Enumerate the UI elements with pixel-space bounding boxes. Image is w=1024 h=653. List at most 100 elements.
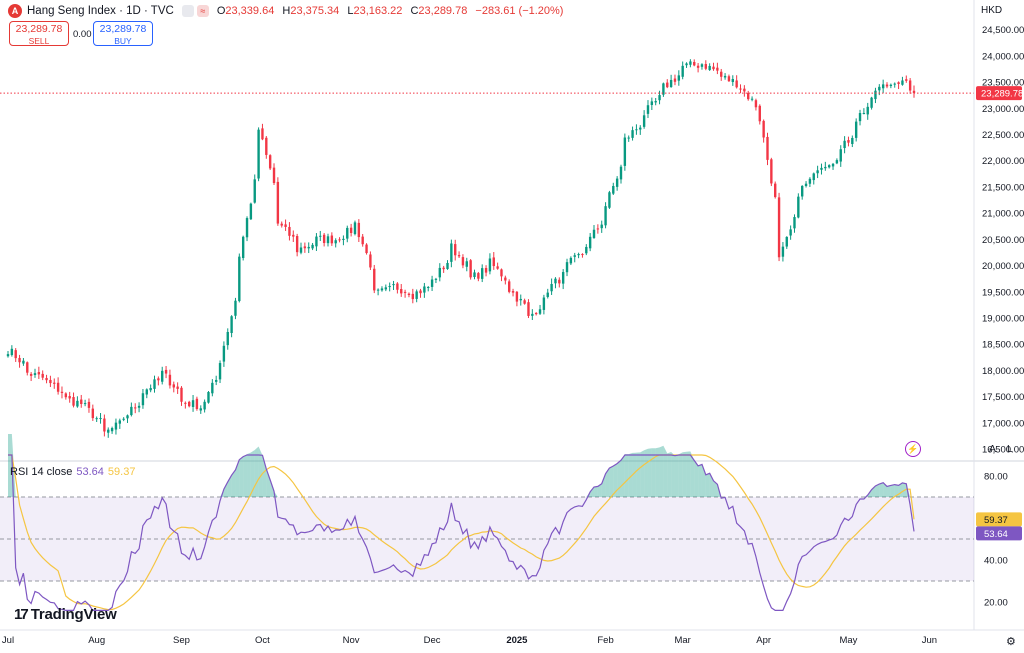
candle-body xyxy=(874,90,877,100)
rsi-overbought-fill xyxy=(243,454,248,497)
price-tick-label: 20,000.00 xyxy=(982,261,1024,272)
candle-body xyxy=(284,224,287,227)
candle-body xyxy=(511,291,515,293)
candle-body xyxy=(53,382,56,384)
candle-body xyxy=(878,86,881,91)
buy-label: BUY xyxy=(114,36,132,46)
candle-body xyxy=(118,420,121,424)
candle-body xyxy=(49,379,52,384)
candle-body xyxy=(484,267,488,273)
candle-body xyxy=(430,279,434,287)
equals-icon[interactable]: ≈ xyxy=(196,5,209,17)
candle-body xyxy=(669,79,673,88)
candle-body xyxy=(870,97,873,108)
rsi-overbought-fill xyxy=(640,450,645,497)
candle-body xyxy=(820,167,823,170)
lightning-icon[interactable]: ⚡ xyxy=(905,441,921,457)
candle-body xyxy=(265,137,268,155)
rsi-overbought-fill xyxy=(624,454,629,497)
time-axis-label: Aug xyxy=(88,635,105,646)
rsi-legend: RSI 14 close 53.64 59.37 xyxy=(10,466,135,478)
price-tick-label: 22,500.00 xyxy=(982,130,1024,141)
eye-icon[interactable] xyxy=(181,5,194,17)
candle-body xyxy=(654,101,657,103)
candle-body xyxy=(218,363,222,380)
candle-body xyxy=(504,277,507,281)
candle-body xyxy=(45,377,48,381)
candle-body xyxy=(612,185,615,194)
rsi-overbought-fill xyxy=(601,473,606,497)
rsi-overbought-fill xyxy=(690,451,695,497)
candle-body xyxy=(141,393,145,406)
candle-body xyxy=(585,246,588,254)
price-tick-label: 18,500.00 xyxy=(982,340,1024,351)
rsi-overbought-fill xyxy=(594,486,598,497)
candle-body xyxy=(56,382,60,392)
symbol-title[interactable]: Hang Seng Index · 1D · TVC xyxy=(27,5,174,17)
sell-button[interactable]: 23,289.78 SELL xyxy=(9,21,69,46)
candle-body xyxy=(635,129,638,131)
candle-body xyxy=(673,78,677,82)
rsi-overbought-fill xyxy=(8,434,12,497)
currency-label[interactable]: HKD xyxy=(981,5,1003,16)
time-axis-label: Feb xyxy=(597,635,613,646)
candle-body xyxy=(681,65,684,77)
candle-body xyxy=(558,279,561,284)
candle-body xyxy=(388,286,391,288)
rsi-overbought-fill xyxy=(705,473,710,497)
candle-body xyxy=(639,127,642,130)
price-tick-label: 19,000.00 xyxy=(982,313,1024,324)
candle-body xyxy=(642,115,646,127)
candle-body xyxy=(777,197,781,258)
candle-body xyxy=(438,267,441,278)
candle-body xyxy=(384,287,388,290)
rsi-title[interactable]: RSI 14 close xyxy=(10,466,73,478)
candle-body xyxy=(64,393,68,398)
candle-body xyxy=(268,155,272,169)
rsi-overbought-fill xyxy=(875,483,880,497)
candle-body xyxy=(380,288,384,291)
candle-body xyxy=(434,278,438,280)
candle-body xyxy=(369,254,372,268)
candle-body xyxy=(469,260,472,278)
candle-body xyxy=(450,243,453,262)
rsi-overbought-fill xyxy=(651,448,656,497)
candle-body xyxy=(400,289,403,294)
candle-body xyxy=(299,247,303,253)
candle-body xyxy=(249,203,253,220)
candle-body xyxy=(542,297,546,310)
candle-body xyxy=(203,401,206,410)
candle-body xyxy=(29,373,33,376)
open-value: 23,339.64 xyxy=(225,5,275,17)
candle-body xyxy=(689,61,692,65)
candle-body xyxy=(515,291,519,302)
candle-body xyxy=(758,105,761,122)
candle-body xyxy=(191,400,195,407)
ohlc-readout: O23,339.64 H23,375.34 L23,163.22 C23,289… xyxy=(217,5,569,17)
candle-body xyxy=(295,236,299,253)
price-tick-label: 20,500.00 xyxy=(982,235,1024,246)
candle-body xyxy=(843,140,846,149)
rsi-tick-label: 80.00 xyxy=(984,472,1008,483)
auto-scale-button[interactable]: A xyxy=(989,443,997,455)
candle-body xyxy=(145,389,148,395)
rsi-overbought-fill xyxy=(678,452,683,497)
settings-gear-icon[interactable]: ⚙ xyxy=(1006,636,1016,648)
log-scale-button[interactable]: L xyxy=(1007,443,1013,455)
candle-body xyxy=(866,106,869,115)
tradingview-logo[interactable]: 17 TradingView xyxy=(14,606,117,623)
price-tick-label: 17,000.00 xyxy=(982,418,1024,429)
candle-body xyxy=(95,418,98,420)
rsi-overbought-fill xyxy=(258,446,263,497)
candle-body xyxy=(238,256,241,302)
candle-body xyxy=(727,76,731,82)
buy-button[interactable]: 23,289.78 BUY xyxy=(93,21,153,46)
candle-body xyxy=(766,136,769,160)
candle-body xyxy=(619,166,623,180)
candle-body xyxy=(704,64,708,69)
candle-body xyxy=(230,316,233,334)
candle-body xyxy=(831,163,835,167)
candle-body xyxy=(885,84,889,87)
candle-body xyxy=(214,379,218,382)
